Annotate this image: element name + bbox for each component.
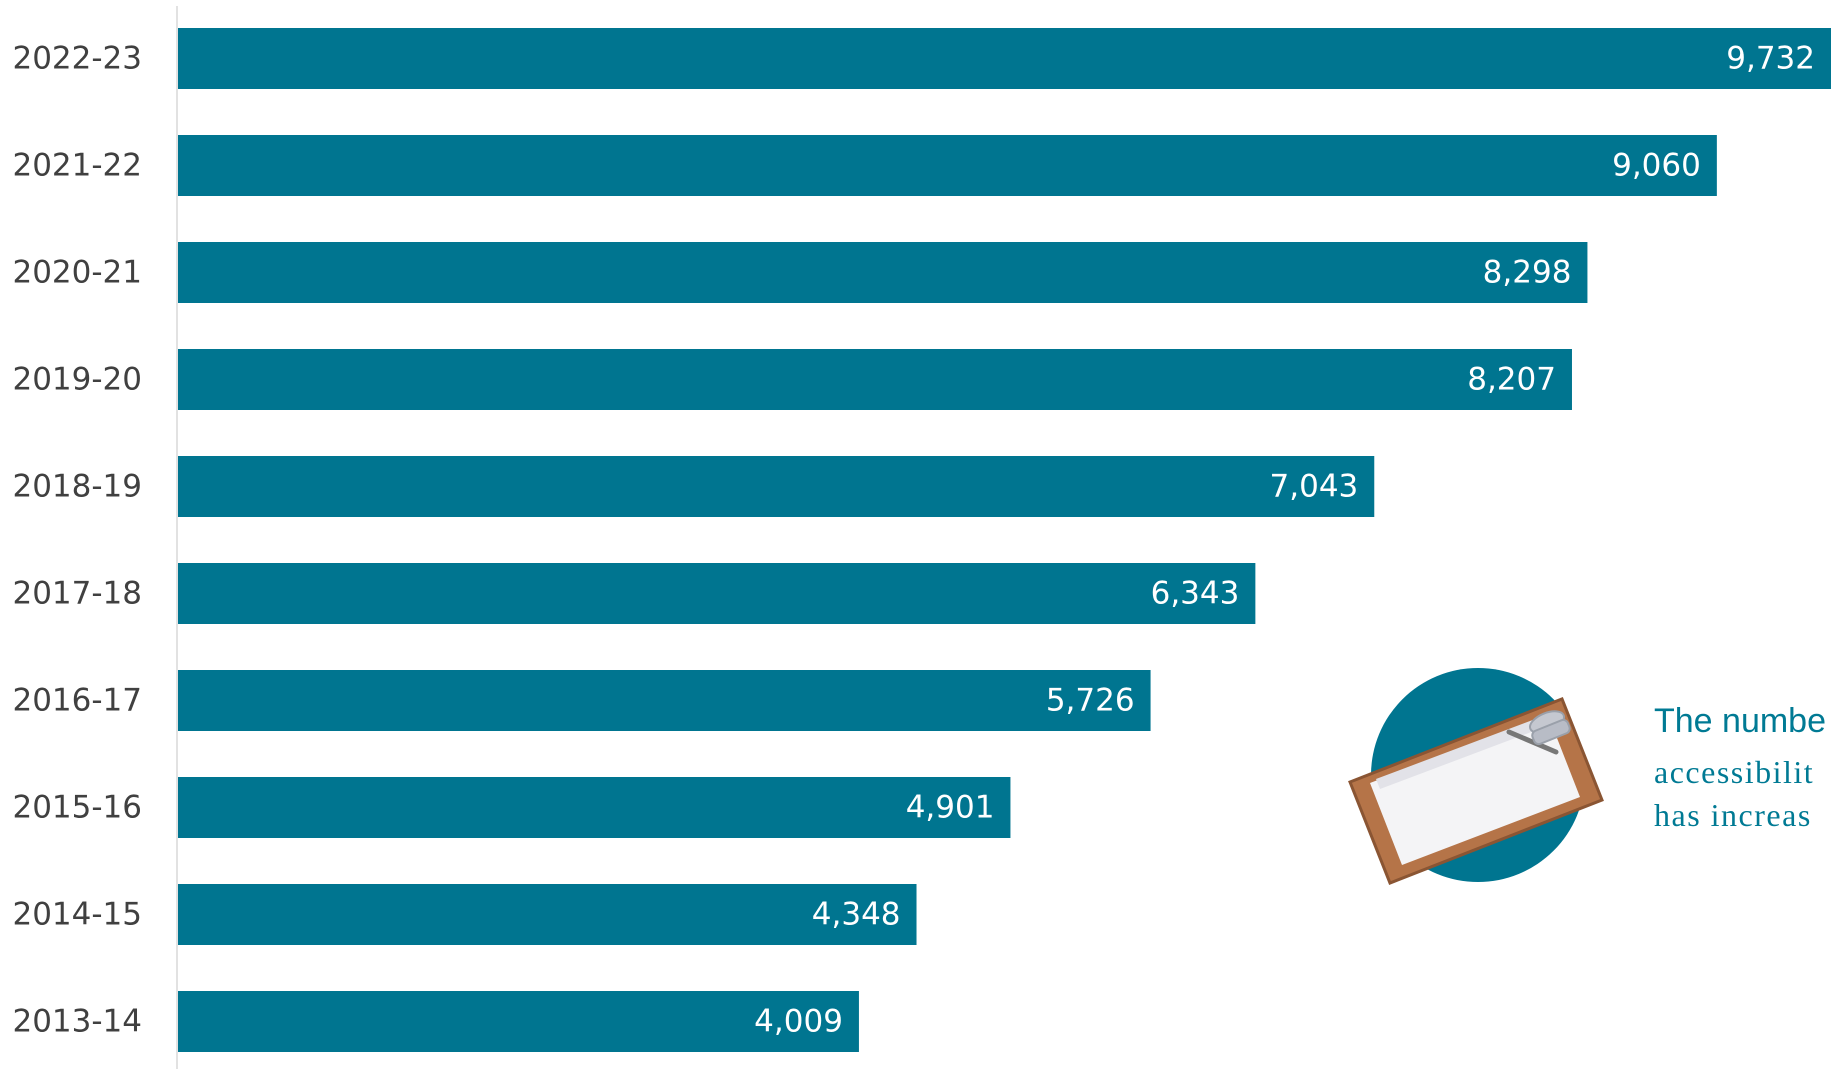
- category-label: 2022-23: [12, 41, 142, 77]
- category-label: 2015-16: [12, 790, 142, 826]
- value-label: 4,901: [906, 790, 995, 826]
- category-label: 2014-15: [12, 897, 142, 933]
- category-label: 2021-22: [12, 148, 142, 184]
- value-label: 4,009: [754, 1004, 843, 1040]
- bar-2018-19: [178, 456, 1375, 517]
- value-label: 6,343: [1151, 576, 1240, 612]
- bar-2015-16: [178, 777, 1011, 838]
- callout-text-line-2: accessibilit: [1654, 754, 1814, 790]
- bar-2021-22: [178, 135, 1717, 196]
- bar-2017-18: [178, 563, 1256, 624]
- bar-2020-21: [178, 242, 1588, 303]
- value-label: 8,207: [1467, 362, 1556, 398]
- value-label: 9,732: [1726, 41, 1815, 77]
- bar-2013-14: [178, 991, 859, 1052]
- category-label: 2019-20: [12, 362, 142, 398]
- callout: The numbe accessibilit has increas: [1348, 668, 1826, 885]
- bar-2014-15: [178, 884, 917, 945]
- value-label: 5,726: [1046, 683, 1135, 719]
- callout-text-line-3: has increas: [1654, 797, 1812, 833]
- clipboard-icon: [1348, 697, 1604, 885]
- value-label: 9,060: [1612, 148, 1701, 184]
- value-label: 7,043: [1270, 469, 1359, 505]
- bar-2022-23: [178, 28, 1831, 89]
- category-label: 2018-19: [12, 469, 142, 505]
- value-label: 4,348: [812, 897, 901, 933]
- value-label: 8,298: [1483, 255, 1572, 291]
- bar-2016-17: [178, 670, 1151, 731]
- bars-layer: 2022-23 9,732 2021-22 9,060 2020-21 8,298 2019…: [12, 28, 1831, 1052]
- bar-2019-20: [178, 349, 1572, 410]
- category-label: 2016-17: [12, 683, 142, 719]
- category-label: 2020-21: [12, 255, 142, 291]
- callout-text-line-1: The numbe: [1654, 702, 1826, 740]
- category-label: 2017-18: [12, 576, 142, 612]
- category-label: 2013-14: [12, 1004, 142, 1040]
